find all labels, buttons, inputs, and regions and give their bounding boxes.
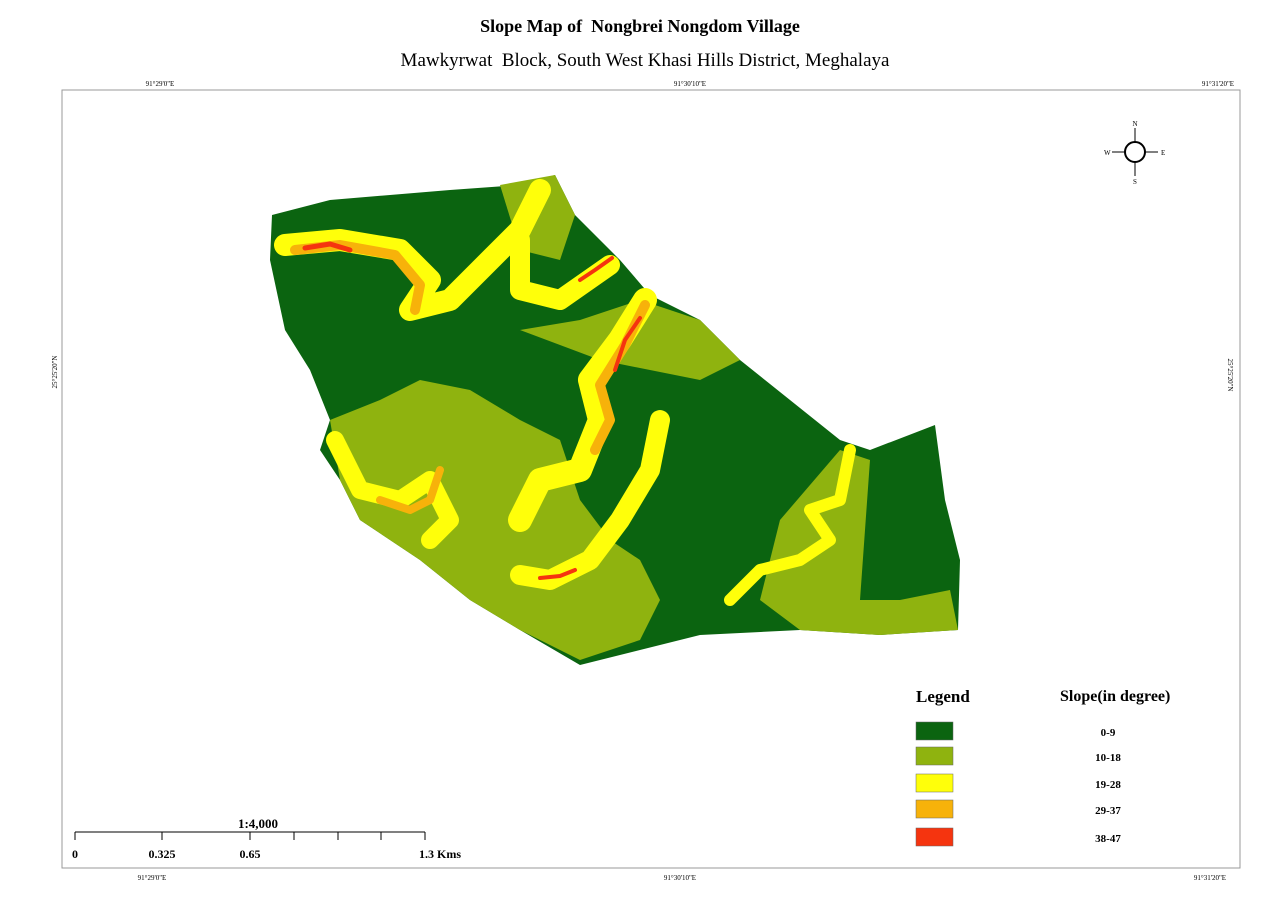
graticule-label: 91°30'10"E — [664, 874, 696, 882]
legend-swatch — [915, 799, 954, 819]
legend-label: 38-47 — [1095, 833, 1121, 845]
legend-swatch — [915, 827, 954, 847]
slope-zone — [508, 288, 657, 532]
legend-label: 29-37 — [1095, 805, 1121, 817]
scale-label: 0.65 — [240, 847, 261, 861]
legend-label: 0-9 — [1101, 727, 1116, 739]
compass-label: N — [1132, 120, 1137, 128]
compass-label: E — [1161, 149, 1165, 157]
compass-label: S — [1133, 178, 1137, 186]
graticule-label: 91°30'10"E — [674, 80, 706, 88]
legend-label: 19-28 — [1095, 779, 1121, 791]
slope-map — [270, 175, 960, 665]
legend-swatch — [915, 746, 954, 766]
slope-zone — [510, 230, 620, 310]
graticule-label: 91°31'20"E — [1202, 80, 1234, 88]
legend-title: Legend — [916, 687, 970, 706]
scale-ratio: 1:4,000 — [238, 816, 278, 831]
slope-zone — [724, 444, 856, 606]
legend-heading: Slope(in degree) — [1060, 688, 1170, 705]
slope-zone — [613, 316, 642, 372]
slope-zone — [760, 450, 958, 635]
scale-label: 1.3 Kms — [419, 847, 461, 861]
subtitle: Mawkyrwat Block, South West Khasi Hills … — [401, 50, 890, 71]
compass: N E S W — [1104, 120, 1165, 186]
compass-label: W — [1104, 149, 1111, 157]
legend-label: 10-18 — [1095, 752, 1121, 764]
slope-zone — [326, 431, 459, 549]
scale-label: 0 — [72, 847, 78, 861]
graticule-label: 91°29'0"E — [138, 874, 167, 882]
map-frame — [61, 89, 1241, 869]
slope-zone — [302, 241, 353, 253]
legend: 0-9 10-18 19-28 29-37 38-47 — [915, 721, 1121, 847]
slope-zone — [538, 568, 577, 580]
slope-zone — [376, 466, 444, 514]
graticule-label: 91°29'0"E — [146, 80, 175, 88]
title: Slope Map of Nongbrei Nongdom Village — [480, 16, 800, 36]
scale-label: 0.325 — [149, 847, 176, 861]
slope-zone — [330, 380, 660, 660]
legend-swatch — [915, 721, 954, 741]
slope-zone — [578, 256, 614, 282]
legend-swatch — [915, 773, 954, 793]
graticule-label: 91°31'20"E — [1194, 874, 1226, 882]
graticule-label: 25°25'20"N — [51, 356, 59, 389]
scale-bar: 1:4,000 0 0.325 0.65 1.3 Kms — [72, 816, 461, 861]
graticule-label: 25°25'20"N — [1226, 359, 1234, 392]
